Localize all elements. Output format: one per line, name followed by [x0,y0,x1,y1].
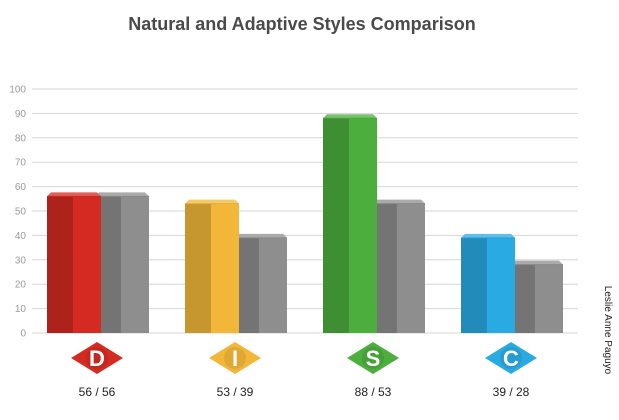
value-label: 39 / 28 [493,385,530,399]
category-label: S [366,346,381,371]
bar-natural-s [323,114,377,333]
bar-adaptive-i [233,233,287,333]
bar-adaptive-s [371,199,425,333]
author-label: Leslie Anne Paguyo [602,286,613,375]
bar-natural-c [461,233,515,333]
category-label: I [232,346,238,371]
bar-natural-d [47,192,101,333]
y-tick-label: 60 [15,182,27,193]
y-tick-label: 0 [20,329,26,340]
badge-i: I [209,342,261,374]
badge-c: C [485,342,537,374]
badge-s: S [347,342,399,374]
value-label: 53 / 39 [217,385,254,399]
category-label: D [89,346,105,371]
y-tick-label: 100 [9,85,26,96]
y-tick-label: 20 [15,280,27,291]
y-tick-label: 80 [15,133,27,144]
value-label: 56 / 56 [79,385,116,399]
labels-layer: 56 / 56 53 / 39 88 / 53 39 / 28 [79,385,530,399]
bar-natural-i [185,199,239,333]
bars-layer [47,114,563,333]
y-tick-label: 70 [15,158,27,169]
chart-title: Natural and Adaptive Styles Comparison [128,14,475,34]
y-tick-label: 40 [15,231,27,242]
y-tick-label: 30 [15,255,27,266]
value-label: 88 / 53 [355,385,392,399]
category-label: C [503,346,519,371]
y-tick-label: 90 [15,109,27,120]
bar-adaptive-d [95,192,149,333]
bar-adaptive-c [509,260,563,333]
badge-d: D [71,342,123,374]
y-tick-label: 50 [15,207,27,218]
y-tick-label: 10 [15,304,27,315]
